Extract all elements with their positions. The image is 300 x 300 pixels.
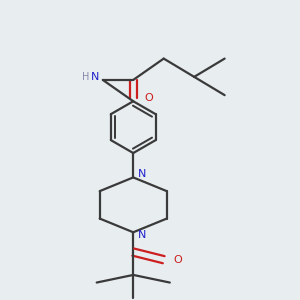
Text: N: N: [91, 72, 99, 82]
Text: N: N: [138, 230, 147, 240]
Text: N: N: [138, 169, 147, 179]
Text: O: O: [173, 255, 182, 265]
Text: H: H: [82, 72, 90, 82]
Text: O: O: [144, 93, 153, 103]
